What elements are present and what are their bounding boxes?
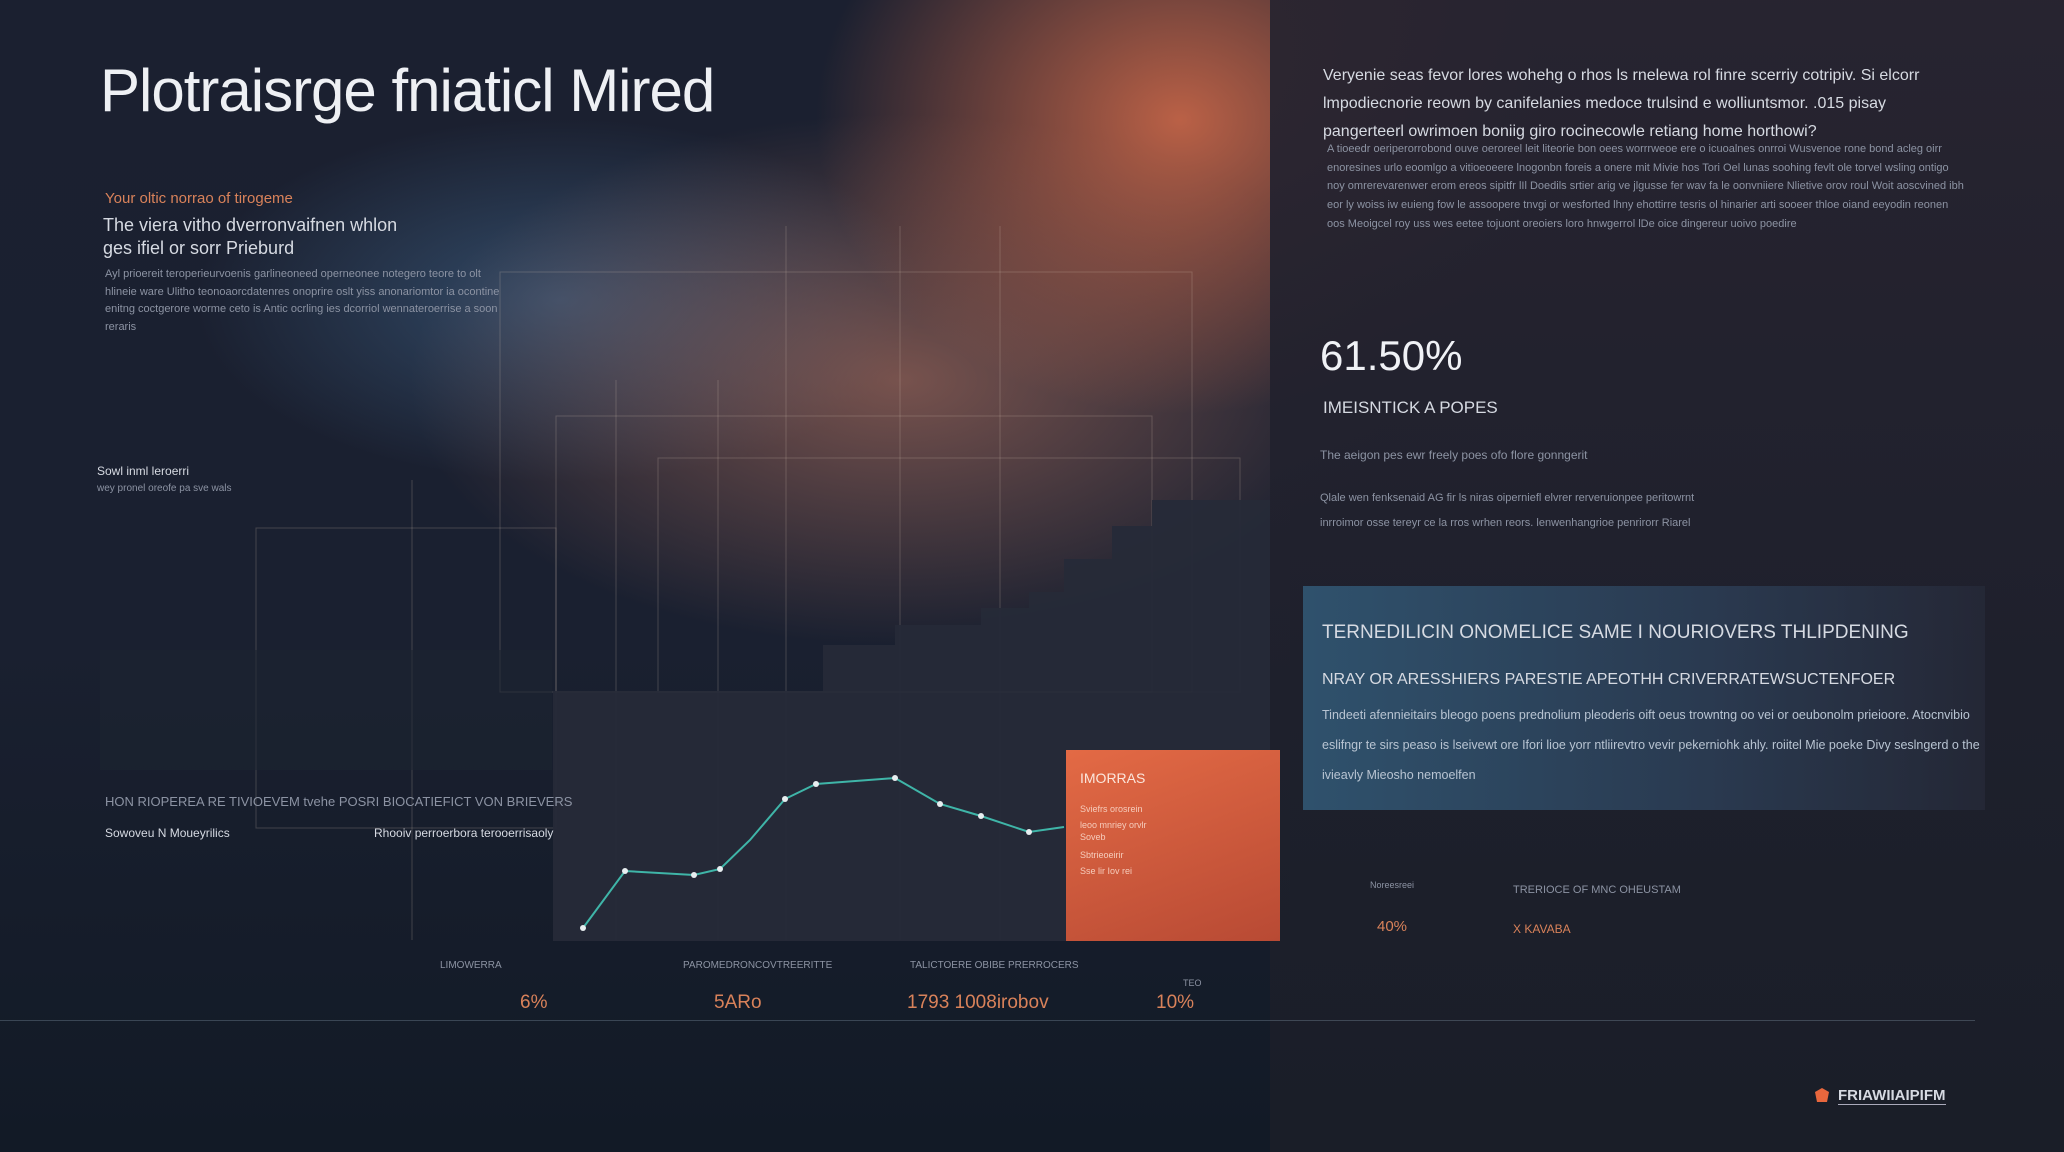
trend-line (582, 776, 1065, 929)
side-value: 40% (1377, 918, 1408, 935)
trend-points (580, 775, 1032, 931)
backdrop-graphics (100, 222, 1290, 941)
figure-note: The aeigon pes ewr freely poes ofo flore… (1320, 448, 1588, 462)
intro: Veryenie seas fevor lores wohehg o rhos … (1323, 67, 1920, 140)
card-line: Soveb (1080, 832, 1106, 842)
box-body: Tindeeti afennieitairs bleogo poens pred… (1322, 708, 1980, 782)
page-title: Plotraisrge fniaticl Mired (100, 57, 715, 124)
card-line: leoo mnriey orvlr (1080, 820, 1147, 830)
box-subheading: NRAY OR ARESSHIERS PARESTIE APEOTHH CRIV… (1322, 671, 1896, 688)
kicker: Your oltic norrao of tirogeme (105, 190, 293, 207)
stat-label: LIMOWERRA (440, 960, 502, 971)
note-sub: wey pronel oreofe pa sve wals (97, 483, 232, 494)
brand-icon (1815, 1088, 1829, 1102)
left-block (100, 650, 552, 770)
card-line: Sse lir Iov rei (1080, 866, 1133, 876)
glow-lines (476, 222, 1270, 460)
orange-card (1066, 750, 1280, 941)
stat-label: TEO (1183, 978, 1202, 988)
figure-line: Qlale wen fenksenaid AG fir ls niras oip… (1320, 492, 1695, 504)
right-body: A tioeedr oeriperorrobond ouve oeroreel … (1327, 143, 1964, 230)
right-panel (1270, 0, 2064, 1152)
side-heading: TRERIOCE OF MNC OHEUSTAM (1513, 884, 1681, 896)
figure-label: IMEISNTICK A POPES (1323, 398, 1498, 417)
note: Sowl inml leroerri (97, 464, 190, 478)
side-tag: X KAVABA (1513, 922, 1571, 936)
stat-label: TALICTOERE OBIBE PRERROCERS (910, 960, 1079, 971)
card-title: IMORRAS (1080, 770, 1146, 786)
brand: FRIAWIIAIPIFM (1838, 1087, 1946, 1105)
sub-label: Sowoveu N Moueyrilics (105, 826, 230, 840)
figure: 61.50% (1320, 332, 1463, 379)
stat-label: PAROMEDRONCOVTREERITTE (683, 960, 833, 971)
highlight-box (1303, 586, 1985, 810)
lead: The viera vitho dverronvaifnen whlon ges… (103, 215, 398, 258)
stat-value: 6% (520, 992, 548, 1013)
figure-line: inrroimor osse tereyr ce la rros wrhen r… (1320, 517, 1691, 529)
stat-value: 1793 1008irobov (907, 992, 1049, 1013)
baseline (0, 1020, 1975, 1021)
stat-value: 10% (1156, 992, 1195, 1013)
stat-value: 5ARo (714, 992, 762, 1013)
box-heading: TERNEDILICIN ONOMELICE SAME I NOURIOVERS… (1322, 622, 1909, 643)
body: Ayl prioereit teroperieurvoenis garlineo… (105, 268, 500, 333)
card-line: Sviefrs orosrein (1080, 804, 1143, 814)
sub-label: Rhooiv perroerbora terooerrisaoly (374, 826, 554, 840)
section-label: HON RIOPEREA RE TIVIOEVEM tvehe POSRI BI… (105, 794, 573, 809)
card-line: Sbtrieoeirir (1080, 850, 1124, 860)
side-label: Noreesreei (1370, 880, 1415, 890)
